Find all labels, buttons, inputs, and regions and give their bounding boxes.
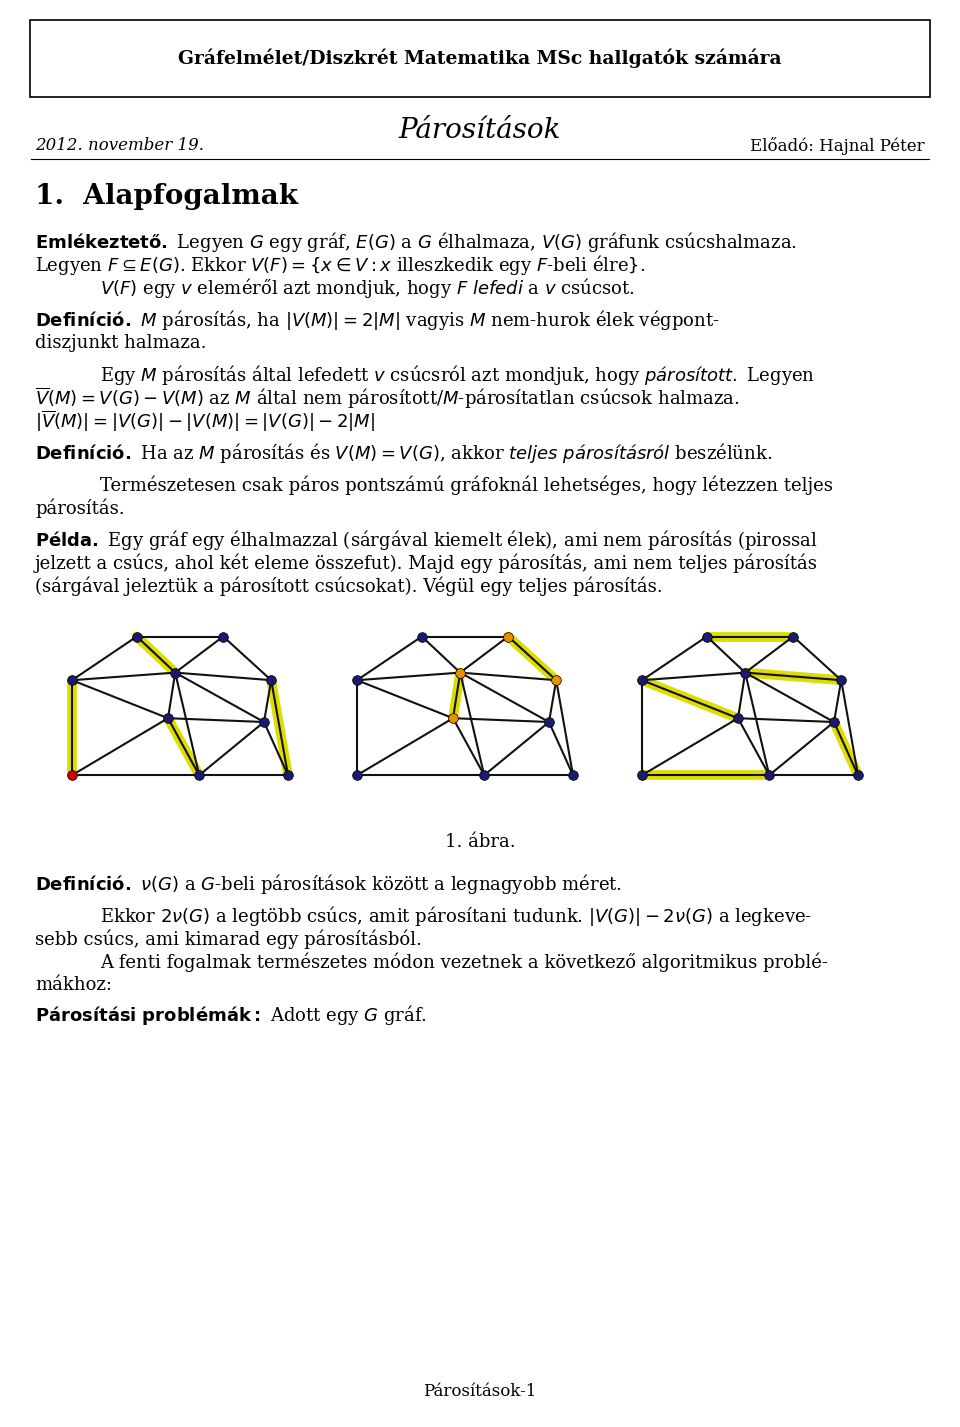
- Text: $V(F)$ egy $v$ eleméről azt mondjuk, hogy $F$ $\mathit{lefedi}$ a $v$ csúcsot.: $V(F)$ egy $v$ eleméről azt mondjuk, hog…: [100, 275, 636, 300]
- Text: Legyen $F \subseteq E(G)$. Ekkor $V(F) = \{x \in V : x$ illeszkedik egy $F$-beli: Legyen $F \subseteq E(G)$. Ekkor $V(F) =…: [35, 253, 645, 277]
- Text: A fenti fogalmak természetes módon vezetnek a következő algoritmikus problé-: A fenti fogalmak természetes módon vezet…: [100, 952, 828, 972]
- Text: jelzett a csúcs, ahol két eleme összefut). Majd egy párosítás, ami nem teljes pá: jelzett a csúcs, ahol két eleme összefut…: [35, 554, 818, 572]
- Text: $\mathbf{Definíció.}$ $M$ párosítás, ha $|V(M)| = 2|M|$ vagyis $M$ nem-hurok éle: $\mathbf{Definíció.}$ $M$ párosítás, ha …: [35, 308, 720, 332]
- Text: sebb csúcs, ami kimarad egy párosításból.: sebb csúcs, ami kimarad egy párosításból…: [35, 929, 421, 949]
- Text: diszjunkt halmaza.: diszjunkt halmaza.: [35, 334, 206, 352]
- Text: $\overline{V}(M) = V(G) - V(M)$ az $M$ által nem párosított/$M$-párosítatlan csú: $\overline{V}(M) = V(G) - V(M)$ az $M$ á…: [35, 385, 739, 411]
- Text: Természetesen csak páros pontszámú gráfoknál lehetséges, hogy létezzen teljes: Természetesen csak páros pontszámú gráfo…: [100, 475, 833, 495]
- Text: Gráfelmélet/Diszkrét Matematika MSc hallgatók számára: Gráfelmélet/Diszkrét Matematika MSc hall…: [179, 49, 781, 67]
- Text: Előadó: Hajnal Péter: Előadó: Hajnal Péter: [751, 137, 925, 156]
- Text: 1. ábra.: 1. ábra.: [444, 833, 516, 850]
- Bar: [30, 20, 930, 97]
- Text: Egy $M$ párosítás által lefedett $v$ csúcsról azt mondjuk, hogy $\mathit{párosít: Egy $M$ párosítás által lefedett $v$ csú…: [100, 362, 815, 387]
- Text: (sárgával jeleztük a párosított csúcsokat). Végül egy teljes párosítás.: (sárgával jeleztük a párosított csúcsoka…: [35, 577, 662, 595]
- Text: Párosítások-1: Párosítások-1: [423, 1384, 537, 1400]
- Text: mákhoz:: mákhoz:: [35, 976, 112, 995]
- Text: $\mathbf{Definíció.}$ Ha az $M$ párosítás és $V(M) = V(G)$, akkor $\mathit{telje: $\mathbf{Definíció.}$ Ha az $M$ párosítá…: [35, 441, 772, 465]
- Text: 1.  Alapfogalmak: 1. Alapfogalmak: [35, 184, 298, 211]
- Text: $\mathbf{Párosítási\ problémák:}$ Adott egy $G$ gráf.: $\mathbf{Párosítási\ problémák:}$ Adott …: [35, 1003, 427, 1027]
- Text: $\mathbf{Emlékeztető.}$ Legyen $G$ egy gráf, $E(G)$ a $G$ élhalmaza, $V(G)$ gráf: $\mathbf{Emlékeztető.}$ Legyen $G$ egy g…: [35, 230, 797, 254]
- Text: párosítás.: párosítás.: [35, 498, 125, 518]
- Text: $|\overline{V}(M)| = |V(G)| - |V(M)| = |V(G)| - 2|M|$: $|\overline{V}(M)| = |V(G)| - |V(M)| = |…: [35, 408, 375, 434]
- Text: $\mathbf{Definíció.}$ $\nu(G)$ a $G$-beli párosítások között a legnagyobb méret.: $\mathbf{Definíció.}$ $\nu(G)$ a $G$-bel…: [35, 872, 622, 896]
- Text: $\mathbf{Példa.}$ Egy gráf egy élhalmazzal (sárgával kiemelt élek), ami nem páro: $\mathbf{Példa.}$ Egy gráf egy élhalmazz…: [35, 528, 818, 552]
- Text: Ekkor $2\nu(G)$ a legtöbb csúcs, amit párosítani tudunk. $|V(G)| - 2\nu(G)$ a le: Ekkor $2\nu(G)$ a legtöbb csúcs, amit pá…: [100, 903, 812, 928]
- Text: 2012. november 19.: 2012. november 19.: [35, 137, 204, 154]
- Text: Párosítások: Párosítások: [398, 117, 562, 144]
